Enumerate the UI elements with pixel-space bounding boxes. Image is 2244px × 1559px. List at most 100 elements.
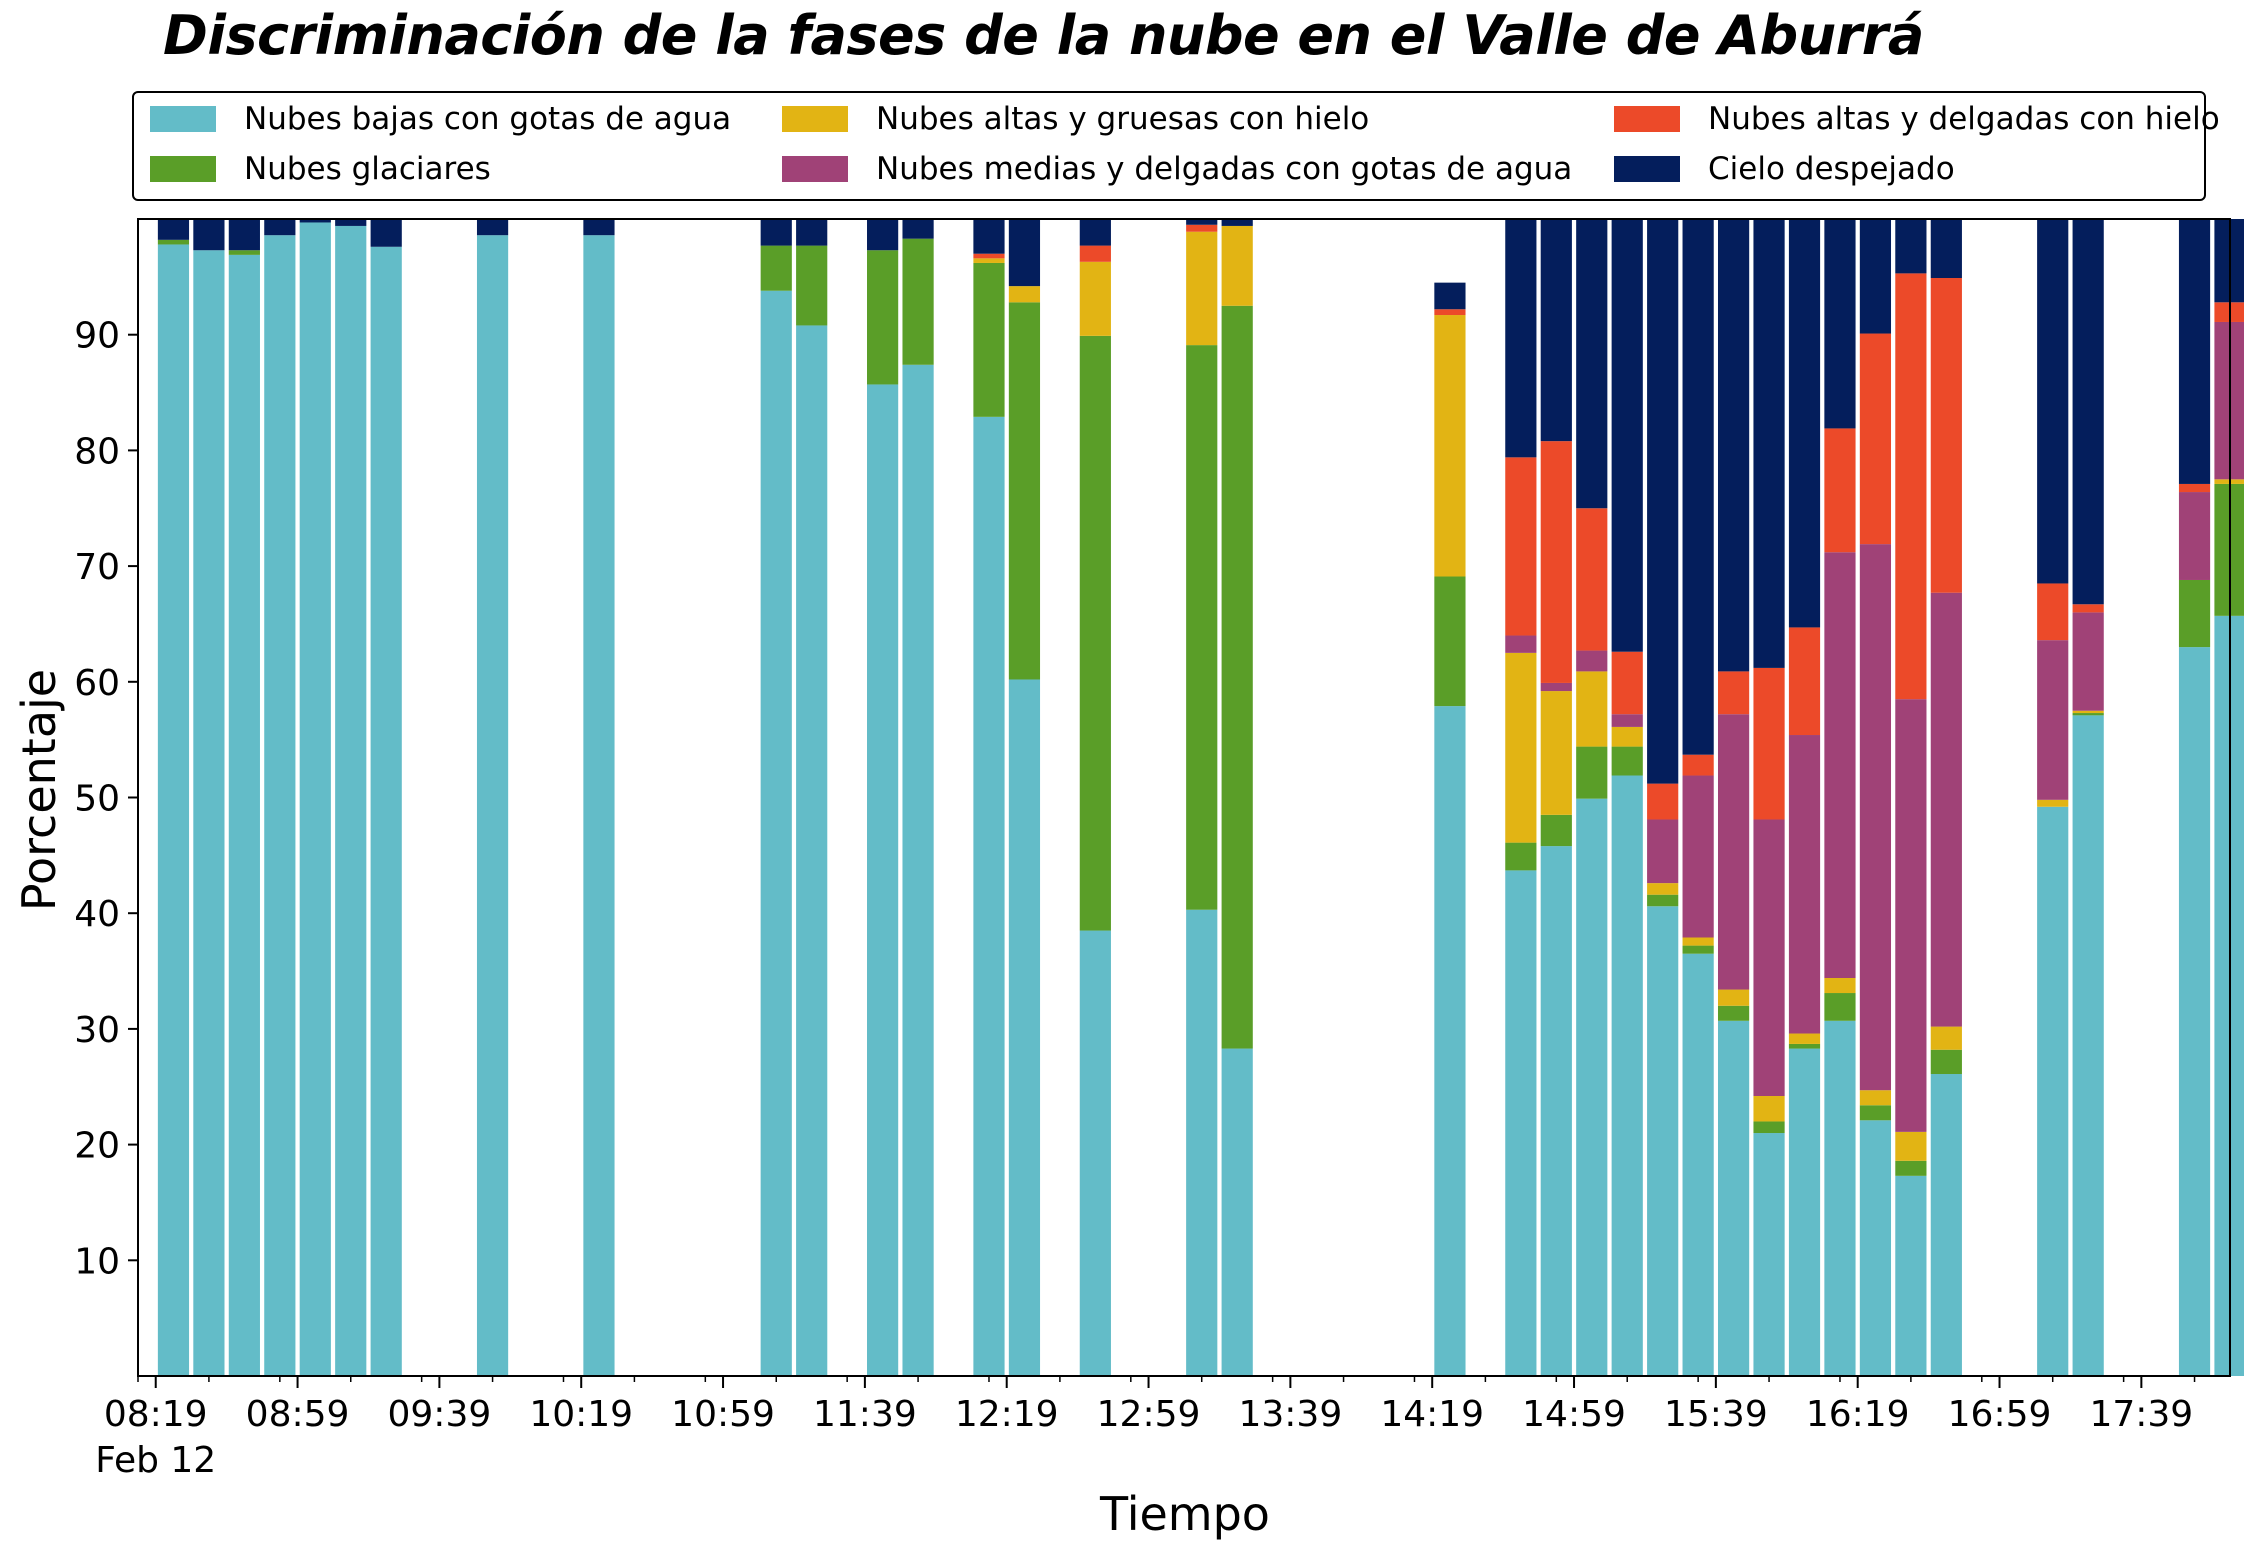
bar-segment [1682, 775, 1714, 938]
y-axis-label: Porcentaje [12, 669, 66, 911]
legend-swatch [150, 106, 216, 132]
bar-segment [1788, 627, 1821, 736]
bar-segment [1930, 1049, 1962, 1075]
bar-segment [1788, 1048, 1821, 1376]
y-tick-label: 90 [74, 316, 120, 357]
bar-segment [299, 219, 331, 223]
bar-segment [1434, 576, 1466, 707]
legend-label: Nubes altas y gruesas con hielo [876, 101, 1370, 137]
bar-segment [1540, 814, 1572, 847]
x-tick-label: 14:19 [1380, 1394, 1484, 1435]
y-tick-label: 80 [74, 431, 120, 472]
bar-segment [1824, 1020, 1856, 1376]
bar-segment [1753, 819, 1785, 1096]
bar-segment [867, 250, 899, 385]
bar-segment [1576, 508, 1608, 651]
legend-swatch [150, 156, 216, 182]
bar-segment [2178, 219, 2211, 484]
bar-segment [2072, 710, 2104, 714]
bar-segment [1753, 219, 1785, 668]
axes-layer: 10 20 30 40 50 60 70 80 90 08:19 Feb 12 08:59 09:39 1… [74, 218, 2231, 1481]
legend-item-cielo-despejado: Cielo despejado [1614, 149, 1955, 189]
bar-segment [1788, 1033, 1821, 1044]
bars-layer [157, 219, 2244, 1377]
bar-segment [1611, 714, 1643, 727]
bar-segment [335, 219, 367, 226]
bar-segment [1930, 278, 1962, 593]
bar-segment [1647, 894, 1679, 907]
bar-segment [1540, 441, 1572, 683]
legend-swatch [1614, 156, 1680, 182]
bar-segment [1434, 309, 1466, 316]
bar-segment [1895, 219, 1927, 274]
y-tick-label: 20 [74, 1126, 120, 1167]
bar-segment [1576, 219, 1608, 509]
bar-segment [1647, 819, 1679, 884]
bar-segment [1788, 735, 1821, 1034]
x-axis-label: Tiempo [1099, 1487, 1270, 1541]
bar-segment [299, 222, 331, 1377]
bar-segment [370, 219, 402, 247]
bar-segment [1434, 282, 1466, 310]
legend-label: Nubes altas y delgadas con hielo [1708, 101, 2220, 137]
bar-segment [1505, 652, 1537, 843]
bar-segment [1540, 219, 1572, 442]
bar-segment [1540, 682, 1572, 692]
bar-segment [1611, 746, 1643, 776]
legend-label: Nubes glaciares [244, 151, 491, 187]
bar-segment [2178, 647, 2211, 1376]
bar-segment [1186, 224, 1218, 232]
bar-segment [1540, 846, 1572, 1376]
bar-segment [1611, 651, 1643, 715]
bar-segment [2037, 219, 2069, 584]
bar-segment [1008, 302, 1041, 680]
legend-item-nubes-bajas: Nubes bajas con gotas de agua [150, 99, 731, 139]
legend-item-nubes-altas-gruesas: Nubes altas y gruesas con hielo [782, 99, 1369, 139]
bar-segment [1717, 671, 1750, 715]
bar-segment [902, 238, 934, 365]
bar-segment [1434, 706, 1466, 1376]
bar-segment [1895, 1160, 1927, 1176]
bar-segment [1824, 977, 1856, 994]
bar-segment [1647, 219, 1679, 784]
x-tick-date-label: Feb 12 [95, 1440, 216, 1481]
bar-segment [1717, 1005, 1750, 1021]
x-tick-label: 09:39 [388, 1394, 492, 1435]
bar-segment [1079, 261, 1111, 336]
bar-segment [583, 235, 615, 1377]
bar-segment [1505, 219, 1537, 458]
bar-segment [1859, 1120, 1892, 1376]
x-tick-label: 12:19 [955, 1394, 1059, 1435]
bar-segment [1682, 219, 1714, 755]
x-tick-label: 12:59 [1097, 1394, 1201, 1435]
bar-segment [1611, 219, 1643, 652]
x-tick-label: 11:39 [813, 1394, 917, 1435]
legend-label: Nubes medias y delgadas con gotas de agu… [876, 151, 1573, 187]
legend: Nubes bajas con gotas de agua Nubes glac… [132, 91, 2220, 201]
x-tick-label: 13:39 [1238, 1394, 1342, 1435]
bar-segment [1008, 219, 1041, 287]
bar-segment [1824, 428, 1856, 553]
x-tick-label: 10:59 [671, 1394, 775, 1435]
bar-segment [1859, 544, 1892, 1091]
bar-segment [264, 219, 296, 236]
bar-segment [2072, 713, 2104, 716]
bar-segment [1753, 1133, 1785, 1376]
bar-segment [973, 253, 1005, 259]
bar-segment [1682, 945, 1714, 954]
y-tick-label: 10 [74, 1241, 120, 1282]
bar-segment [1895, 273, 1927, 700]
bar-segment [1859, 1090, 1892, 1106]
bar-segment [1611, 726, 1643, 747]
bar-segment [228, 250, 260, 255]
bar-segment [973, 262, 1005, 417]
x-tick-label: 08:19 [104, 1394, 208, 1435]
bar-segment [2037, 583, 2069, 641]
bar-segment [335, 225, 367, 1377]
bar-segment [973, 258, 1005, 263]
chart-title: Discriminación de la fases de la nube en… [163, 4, 1924, 67]
bar-segment [1824, 219, 1856, 429]
bar-segment [370, 246, 402, 1376]
bar-segment [264, 235, 296, 1377]
bar-segment [1576, 650, 1608, 672]
